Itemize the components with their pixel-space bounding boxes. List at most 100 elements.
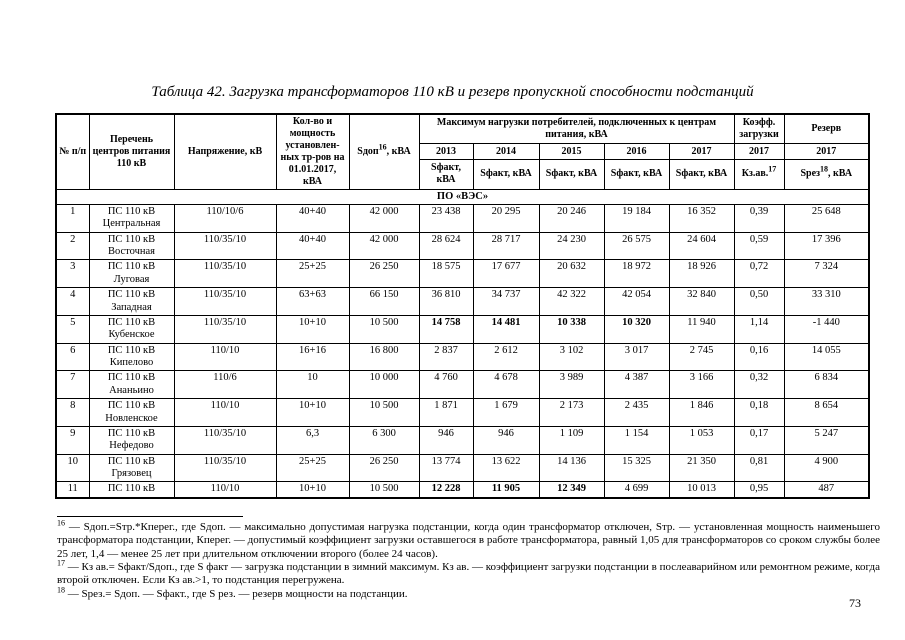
cell-sdop: 26 250	[348, 259, 420, 289]
header-sfakt-2015: Sфакт, кВА	[538, 159, 605, 190]
header-voltage: Напряжение, кВ	[173, 113, 277, 190]
cell-sfakt-2017: 18 926	[668, 259, 735, 289]
section-label: ПО «ВЭС»	[55, 188, 870, 205]
cell-sfakt-2017: 16 352	[668, 203, 735, 233]
cell-reserve: 8 654	[783, 398, 870, 427]
cell-installed-power: 16+16	[275, 342, 350, 372]
cell-sfakt-2016: 2 435	[603, 398, 670, 427]
cell-voltage: 110/35/10	[173, 453, 277, 483]
cell-sfakt-2013: 36 810	[418, 287, 474, 316]
footnotes: 16 — Sдоп.=Sтр.*Кперег., где Sдоп. — мак…	[57, 519, 880, 601]
header-reserve-year: 2017	[783, 142, 870, 161]
header-sfakt-2017: Sфакт, кВА	[668, 159, 735, 190]
cell-sfakt-2015: 12 349	[538, 481, 605, 499]
header-sdop: Sдоп16, кВА	[348, 113, 420, 190]
header-year-2014: 2014	[472, 142, 540, 161]
cell-sfakt-2015: 42 322	[538, 287, 605, 316]
cell-substation-name: ПС 110 кВ Новленское	[88, 398, 175, 427]
cell-installed-power: 10	[275, 370, 350, 400]
header-year-2017: 2017	[668, 142, 735, 161]
cell-sfakt-2015: 24 230	[538, 231, 605, 261]
cell-sfakt-2014: 34 737	[472, 287, 540, 316]
cell-installed-power: 63+63	[275, 287, 350, 316]
cell-substation-name: ПС 110 кВ Кипелово	[88, 342, 175, 372]
cell-voltage: 110/10	[173, 342, 277, 372]
cell-substation-name: ПС 110 кВ Центральная	[88, 203, 175, 233]
cell-substation-name: ПС 110 кВ Грязовец	[88, 453, 175, 483]
cell-installed-power: 25+25	[275, 259, 350, 289]
cell-sfakt-2013: 2 837	[418, 342, 474, 372]
cell-sfakt-2016: 26 575	[603, 231, 670, 261]
header-year-2015: 2015	[538, 142, 605, 161]
cell-reserve: 487	[783, 481, 870, 499]
cell-sfakt-2015: 2 173	[538, 398, 605, 427]
table-row: 1 ПС 110 кВ Центральная 110/10/6 40+40 4…	[55, 203, 870, 233]
cell-substation-name: ПС 110 кВ Нефедово	[88, 425, 175, 455]
cell-installed-power: 10+10	[275, 314, 350, 344]
cell-reserve: 4 900	[783, 453, 870, 483]
cell-sfakt-2016: 3 017	[603, 342, 670, 372]
cell-sfakt-2015: 3 989	[538, 370, 605, 400]
cell-sfakt-2014: 17 677	[472, 259, 540, 289]
cell-sfakt-2017: 24 604	[668, 231, 735, 261]
cell-load-factor: 1,14	[733, 314, 785, 344]
cell-voltage: 110/10/6	[173, 203, 277, 233]
footnote-18: 18 — Sрез.= Sдоп. — Sфакт., где S рез. —…	[57, 586, 880, 601]
cell-voltage: 110/35/10	[173, 425, 277, 455]
cell-reserve: 25 648	[783, 203, 870, 233]
page-number: 73	[849, 596, 861, 610]
footnote-16-text: — Sдоп.=Sтр.*Кперег., где Sдоп. — максим…	[57, 520, 880, 560]
cell-substation-name: ПС 110 кВ Луговая	[88, 259, 175, 289]
cell-row-number: 11	[55, 481, 90, 499]
cell-sdop: 10 500	[348, 314, 420, 344]
cell-substation-name: ПС 110 кВ Западная	[88, 287, 175, 316]
cell-sfakt-2013: 13 774	[418, 453, 474, 483]
cell-load-factor: 0,95	[733, 481, 785, 499]
cell-sfakt-2015: 20 246	[538, 203, 605, 233]
table-row: 9 ПС 110 кВ Нефедово 110/35/10 6,3 6 300…	[55, 425, 870, 455]
cell-sdop: 10 500	[348, 398, 420, 427]
header-sfakt-2013: Sфакт, кВА	[418, 159, 474, 190]
cell-load-factor: 0,16	[733, 342, 785, 372]
cell-sfakt-2017: 1 846	[668, 398, 735, 427]
cell-row-number: 1	[55, 203, 90, 233]
table-body: ПО «ВЭС» 1 ПС 110 кВ Центральная 110/10/…	[55, 188, 870, 499]
transformer-load-table: № п/п Перечень центров питания 110 кВ На…	[55, 112, 871, 499]
cell-sfakt-2015: 1 109	[538, 425, 605, 455]
footnote-ref-18: 18	[820, 164, 829, 174]
header-max-load-group: Максимум нагрузки потребителей, подключе…	[418, 113, 735, 144]
cell-sfakt-2014: 14 481	[472, 314, 540, 344]
cell-sfakt-2016: 42 054	[603, 287, 670, 316]
header-sfakt-2014: Sфакт, кВА	[472, 159, 540, 190]
cell-sfakt-2015: 3 102	[538, 342, 605, 372]
cell-sfakt-2015: 20 632	[538, 259, 605, 289]
header-row-number: № п/п	[55, 113, 90, 190]
cell-sfakt-2013: 28 624	[418, 231, 474, 261]
cell-voltage: 110/35/10	[173, 287, 277, 316]
cell-reserve: 5 247	[783, 425, 870, 455]
cell-sdop: 10 500	[348, 481, 420, 499]
cell-voltage: 110/10	[173, 481, 277, 499]
cell-sdop: 26 250	[348, 453, 420, 483]
footnote-18-text: — Sрез.= Sдоп. — Sфакт., где S рез. — ре…	[65, 587, 408, 600]
cell-sfakt-2013: 18 575	[418, 259, 474, 289]
header-kz-base: Кз.ав.	[741, 168, 769, 180]
cell-installed-power: 10+10	[275, 398, 350, 427]
cell-sfakt-2013: 1 871	[418, 398, 474, 427]
cell-sdop: 66 150	[348, 287, 420, 316]
table-row: 4 ПС 110 кВ Западная 110/35/10 63+63 66 …	[55, 287, 870, 316]
cell-row-number: 8	[55, 398, 90, 427]
footnote-ref-17: 17	[768, 164, 777, 174]
cell-voltage: 110/6	[173, 370, 277, 400]
cell-sfakt-2014: 946	[472, 425, 540, 455]
cell-sfakt-2014: 1 679	[472, 398, 540, 427]
cell-load-factor: 0,72	[733, 259, 785, 289]
header-reserve-group: Резерв	[783, 113, 870, 144]
cell-row-number: 10	[55, 453, 90, 483]
header-load-factor-year: 2017	[733, 142, 785, 161]
cell-sfakt-2013: 23 438	[418, 203, 474, 233]
table-row: 8 ПС 110 кВ Новленское 110/10 10+10 10 5…	[55, 398, 870, 427]
cell-sfakt-2017: 3 166	[668, 370, 735, 400]
cell-row-number: 4	[55, 287, 90, 316]
cell-load-factor: 0,32	[733, 370, 785, 400]
